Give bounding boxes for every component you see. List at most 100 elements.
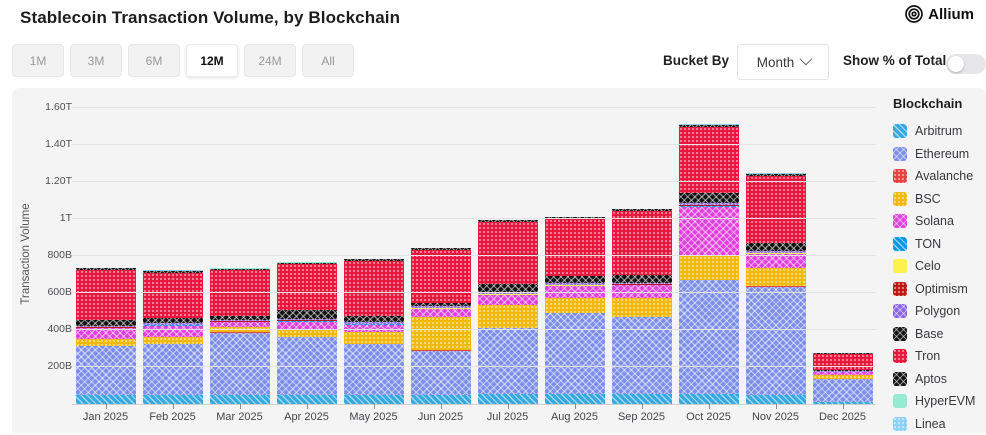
bar-segment-ethereum[interactable] [679,280,739,394]
bar-segment-tron[interactable] [411,250,471,304]
bar-segment-bsc[interactable] [746,268,806,286]
range-button-12m[interactable]: 12M [186,44,238,77]
bar-apr-2025[interactable] [277,262,337,404]
legend-item-solana[interactable]: Solana [893,210,986,233]
bar-segment-tron[interactable] [679,127,739,193]
bucket-by-select[interactable]: Month [737,44,829,80]
bar-segment-tron[interactable] [612,211,672,275]
bar-segment-tron[interactable] [813,354,873,370]
bar-segment-ethereum[interactable] [813,379,873,402]
bar-segment-arbitrum[interactable] [679,394,739,404]
legend-item-optimism[interactable]: Optimism [893,278,986,301]
x-axis-cell: Dec 2025 [809,404,876,430]
bar-segment-arbitrum[interactable] [612,394,672,404]
legend-item-bsc[interactable]: BSC [893,188,986,211]
legend-item-aptos[interactable]: Aptos [893,368,986,391]
legend-swatch-solana [893,214,907,228]
bar-nov-2025[interactable] [746,173,806,404]
bar-segment-solana[interactable] [411,309,471,318]
bar-segment-tron[interactable] [478,222,538,284]
bar-segment-bsc[interactable] [679,256,739,279]
bar-segment-arbitrum[interactable] [277,395,337,404]
bar-segment-bsc[interactable] [76,339,136,346]
bar-segment-arbitrum[interactable] [411,395,471,404]
bar-segment-tron[interactable] [344,261,404,317]
bar-segment-arbitrum[interactable] [545,394,605,404]
legend-item-avalanche[interactable]: Avalanche [893,165,986,188]
bar-segment-ethereum[interactable] [344,344,404,395]
bar-segment-ethereum[interactable] [411,351,471,395]
bar-segment-tron[interactable] [545,219,605,276]
legend-item-tron[interactable]: Tron [893,345,986,368]
bar-segment-bsc[interactable] [143,337,203,344]
legend-label: Tron [915,349,940,363]
bar-jun-2025[interactable] [411,248,471,404]
bar-mar-2025[interactable] [210,268,270,404]
bar-segment-tron[interactable] [277,264,337,310]
bar-segment-base[interactable] [679,193,739,203]
bar-segment-bsc[interactable] [344,332,404,343]
bar-segment-arbitrum[interactable] [478,394,538,404]
bar-segment-bsc[interactable] [612,298,672,316]
legend-item-hyperevm[interactable]: HyperEVM [893,390,986,413]
x-tick-mark [307,404,308,409]
bar-aug-2025[interactable] [545,217,605,404]
bar-segment-tron[interactable] [143,273,203,319]
bar-segment-arbitrum[interactable] [210,395,270,404]
range-button-3m[interactable]: 3M [70,44,122,77]
bar-segment-tron[interactable] [746,176,806,243]
bar-segment-ethereum[interactable] [143,344,203,395]
legend-item-ethereum[interactable]: Ethereum [893,143,986,166]
bar-may-2025[interactable] [344,259,404,404]
bar-segment-base[interactable] [277,310,337,318]
bar-segment-arbitrum[interactable] [76,395,136,404]
bar-dec-2025[interactable] [813,353,873,404]
bar-segment-base[interactable] [612,275,672,283]
range-button-24m[interactable]: 24M [244,44,296,77]
bar-segment-solana[interactable] [679,207,739,257]
bar-slot [407,108,474,404]
bar-segment-bsc[interactable] [478,305,538,328]
x-axis-cell: Apr 2025 [273,404,340,430]
brand-name: Allium [928,6,974,23]
x-tick-mark [575,404,576,409]
range-button-1m[interactable]: 1M [12,44,64,77]
bar-oct-2025[interactable] [679,124,739,404]
show-percent-toggle[interactable] [946,54,986,74]
bar-segment-bsc[interactable] [411,317,471,350]
legend-item-base[interactable]: Base [893,323,986,346]
bar-segment-bsc[interactable] [545,298,605,313]
legend-item-polygon[interactable]: Polygon [893,300,986,323]
bar-segment-ethereum[interactable] [210,333,270,395]
bar-segment-arbitrum[interactable] [746,395,806,404]
legend-item-arbitrum[interactable]: Arbitrum [893,120,986,143]
x-axis-cell: Mar 2025 [206,404,273,430]
bar-segment-bsc[interactable] [277,330,337,337]
bar-segment-base[interactable] [545,276,605,284]
bar-segment-solana[interactable] [478,295,538,305]
y-tick-label: 1.40T [26,138,72,150]
bar-segment-solana[interactable] [746,254,806,268]
legend-item-linea[interactable]: Linea [893,413,986,435]
bar-segment-ethereum[interactable] [76,346,136,394]
bar-segment-ethereum[interactable] [746,287,806,395]
bar-segment-arbitrum[interactable] [344,395,404,404]
bar-jul-2025[interactable] [478,220,538,404]
bar-segment-tron[interactable] [76,270,136,320]
legend-swatch-ethereum [893,147,907,161]
bar-segment-ethereum[interactable] [545,313,605,394]
bar-sep-2025[interactable] [612,209,672,404]
range-button-6m[interactable]: 6M [128,44,180,77]
bar-segment-tron[interactable] [210,270,270,316]
bar-feb-2025[interactable] [143,270,203,404]
bar-slot [273,108,340,404]
bar-segment-ethereum[interactable] [478,328,538,394]
legend-item-ton[interactable]: TON [893,233,986,256]
bar-jan-2025[interactable] [76,268,136,404]
bar-segment-arbitrum[interactable] [143,395,203,404]
bar-slot [541,108,608,404]
bar-segment-solana[interactable] [143,326,203,337]
range-button-all[interactable]: All [302,44,354,77]
bar-segment-base[interactable] [746,243,806,251]
legend-item-celo[interactable]: Celo [893,255,986,278]
